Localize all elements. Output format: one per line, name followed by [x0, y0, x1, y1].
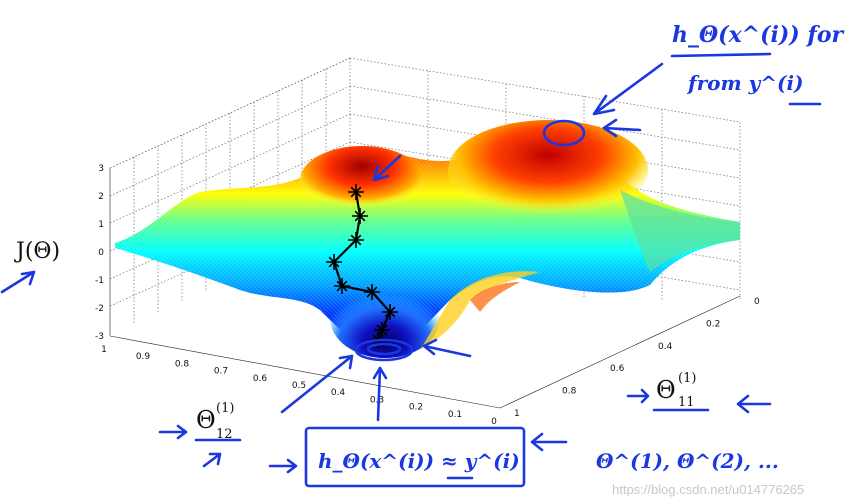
minimum-circle-inner: [366, 342, 402, 356]
svg-text:(1): (1): [216, 401, 234, 416]
arrow-to-min-bottom: [372, 366, 388, 422]
z-tick-label: -2: [95, 304, 104, 314]
handwritten-annotations: h_Θ(x^(i)) for from y^(i) h_Θ(x^(i)) ≈ y…: [0, 22, 845, 488]
annotation-bottom-box: h_Θ(x^(i)) ≈ y^(i): [318, 449, 520, 473]
theta12-label: Θ (1) 12: [196, 401, 234, 442]
annotation-top-denominator: from y^(i): [686, 71, 804, 95]
y-tick-label: 0: [754, 297, 760, 307]
gradient-descent-path: [326, 184, 398, 348]
z-tick-label: 1: [98, 220, 104, 230]
annotation-top-numerator: h_Θ(x^(i)) for: [672, 22, 845, 48]
minimum-circle-outer: [354, 338, 414, 362]
svg-text:12: 12: [216, 427, 233, 442]
arrow-to-min-right: [422, 338, 472, 358]
z-tick-label: 0: [98, 248, 104, 258]
y-tick-label: 0.2: [706, 319, 720, 329]
descent-step-marker: [326, 254, 342, 270]
z-tick-label: -3: [95, 332, 104, 342]
y-tick-label: 0.4: [658, 342, 673, 352]
x-tick-label: 0.5: [292, 381, 306, 391]
annotation-theta-list: Θ^(1), Θ^(2), ...: [596, 449, 779, 473]
arrow-to-box-left: [268, 458, 298, 474]
arrow-theta11: [626, 388, 650, 404]
descent-step-marker: [348, 184, 364, 200]
z-axis-ticks: 3 2 1 0 -1 -2 -3: [95, 164, 104, 342]
peak-circle: [542, 119, 586, 147]
svg-text:(1): (1): [678, 371, 696, 386]
x-tick-label: 0.2: [409, 403, 423, 413]
y-tick-label: 0.6: [610, 364, 625, 374]
arrow-to-peak: [592, 62, 664, 116]
arrow-to-box-right: [530, 432, 568, 452]
descent-step-marker: [374, 322, 390, 338]
arrow-to-peak-2: [602, 118, 642, 138]
descent-step-marker: [364, 284, 380, 300]
z-tick-label: 2: [98, 192, 104, 202]
x-tick-label: 0.9: [136, 352, 151, 362]
descent-step-marker: [352, 208, 368, 224]
x-tick-label: 0.8: [175, 359, 190, 369]
y-tick-label: 0.8: [562, 387, 577, 397]
cost-surface: [115, 120, 740, 358]
z-tick-label: -1: [95, 276, 104, 286]
x-tick-label: 0.3: [370, 395, 384, 405]
fraction-bar: [670, 52, 772, 58]
x-tick-label: 1: [101, 345, 107, 355]
x-tick-label: 0: [491, 417, 497, 427]
arrow-to-min-left: [280, 354, 354, 414]
z-tick-label: 3: [98, 164, 104, 174]
descent-step-marker: [348, 232, 364, 248]
descent-step-marker: [382, 304, 398, 320]
hypothesis-box: [304, 426, 526, 488]
arrow-theta12: [158, 424, 188, 440]
svg-text:Θ: Θ: [656, 376, 676, 404]
x-tick-label: 0.7: [214, 367, 228, 377]
x-tick-label: 0.1: [448, 410, 462, 420]
arrow-z-label: [0, 270, 36, 294]
y-tick-label: 1: [514, 409, 520, 419]
x-tick-label: 0.4: [331, 388, 346, 398]
y-axis-ticks: 0 0.2 0.4 0.6 0.8 1: [514, 297, 760, 419]
theta11-label: Θ (1) 11: [656, 371, 696, 410]
x-tick-label: 0.6: [253, 374, 268, 384]
svg-text:Θ: Θ: [196, 406, 216, 434]
arrow-to-left-peak: [372, 154, 402, 182]
svg-text:11: 11: [678, 395, 695, 410]
watermark: https://blog.csdn.net/u014776265: [612, 482, 804, 497]
x-axis-ticks: 1 0.9 0.8 0.7 0.6 0.5 0.4 0.3 0.2 0.1 0: [101, 345, 497, 427]
descent-step-marker: [334, 278, 350, 294]
z-axis-label: J(Θ): [14, 239, 60, 264]
